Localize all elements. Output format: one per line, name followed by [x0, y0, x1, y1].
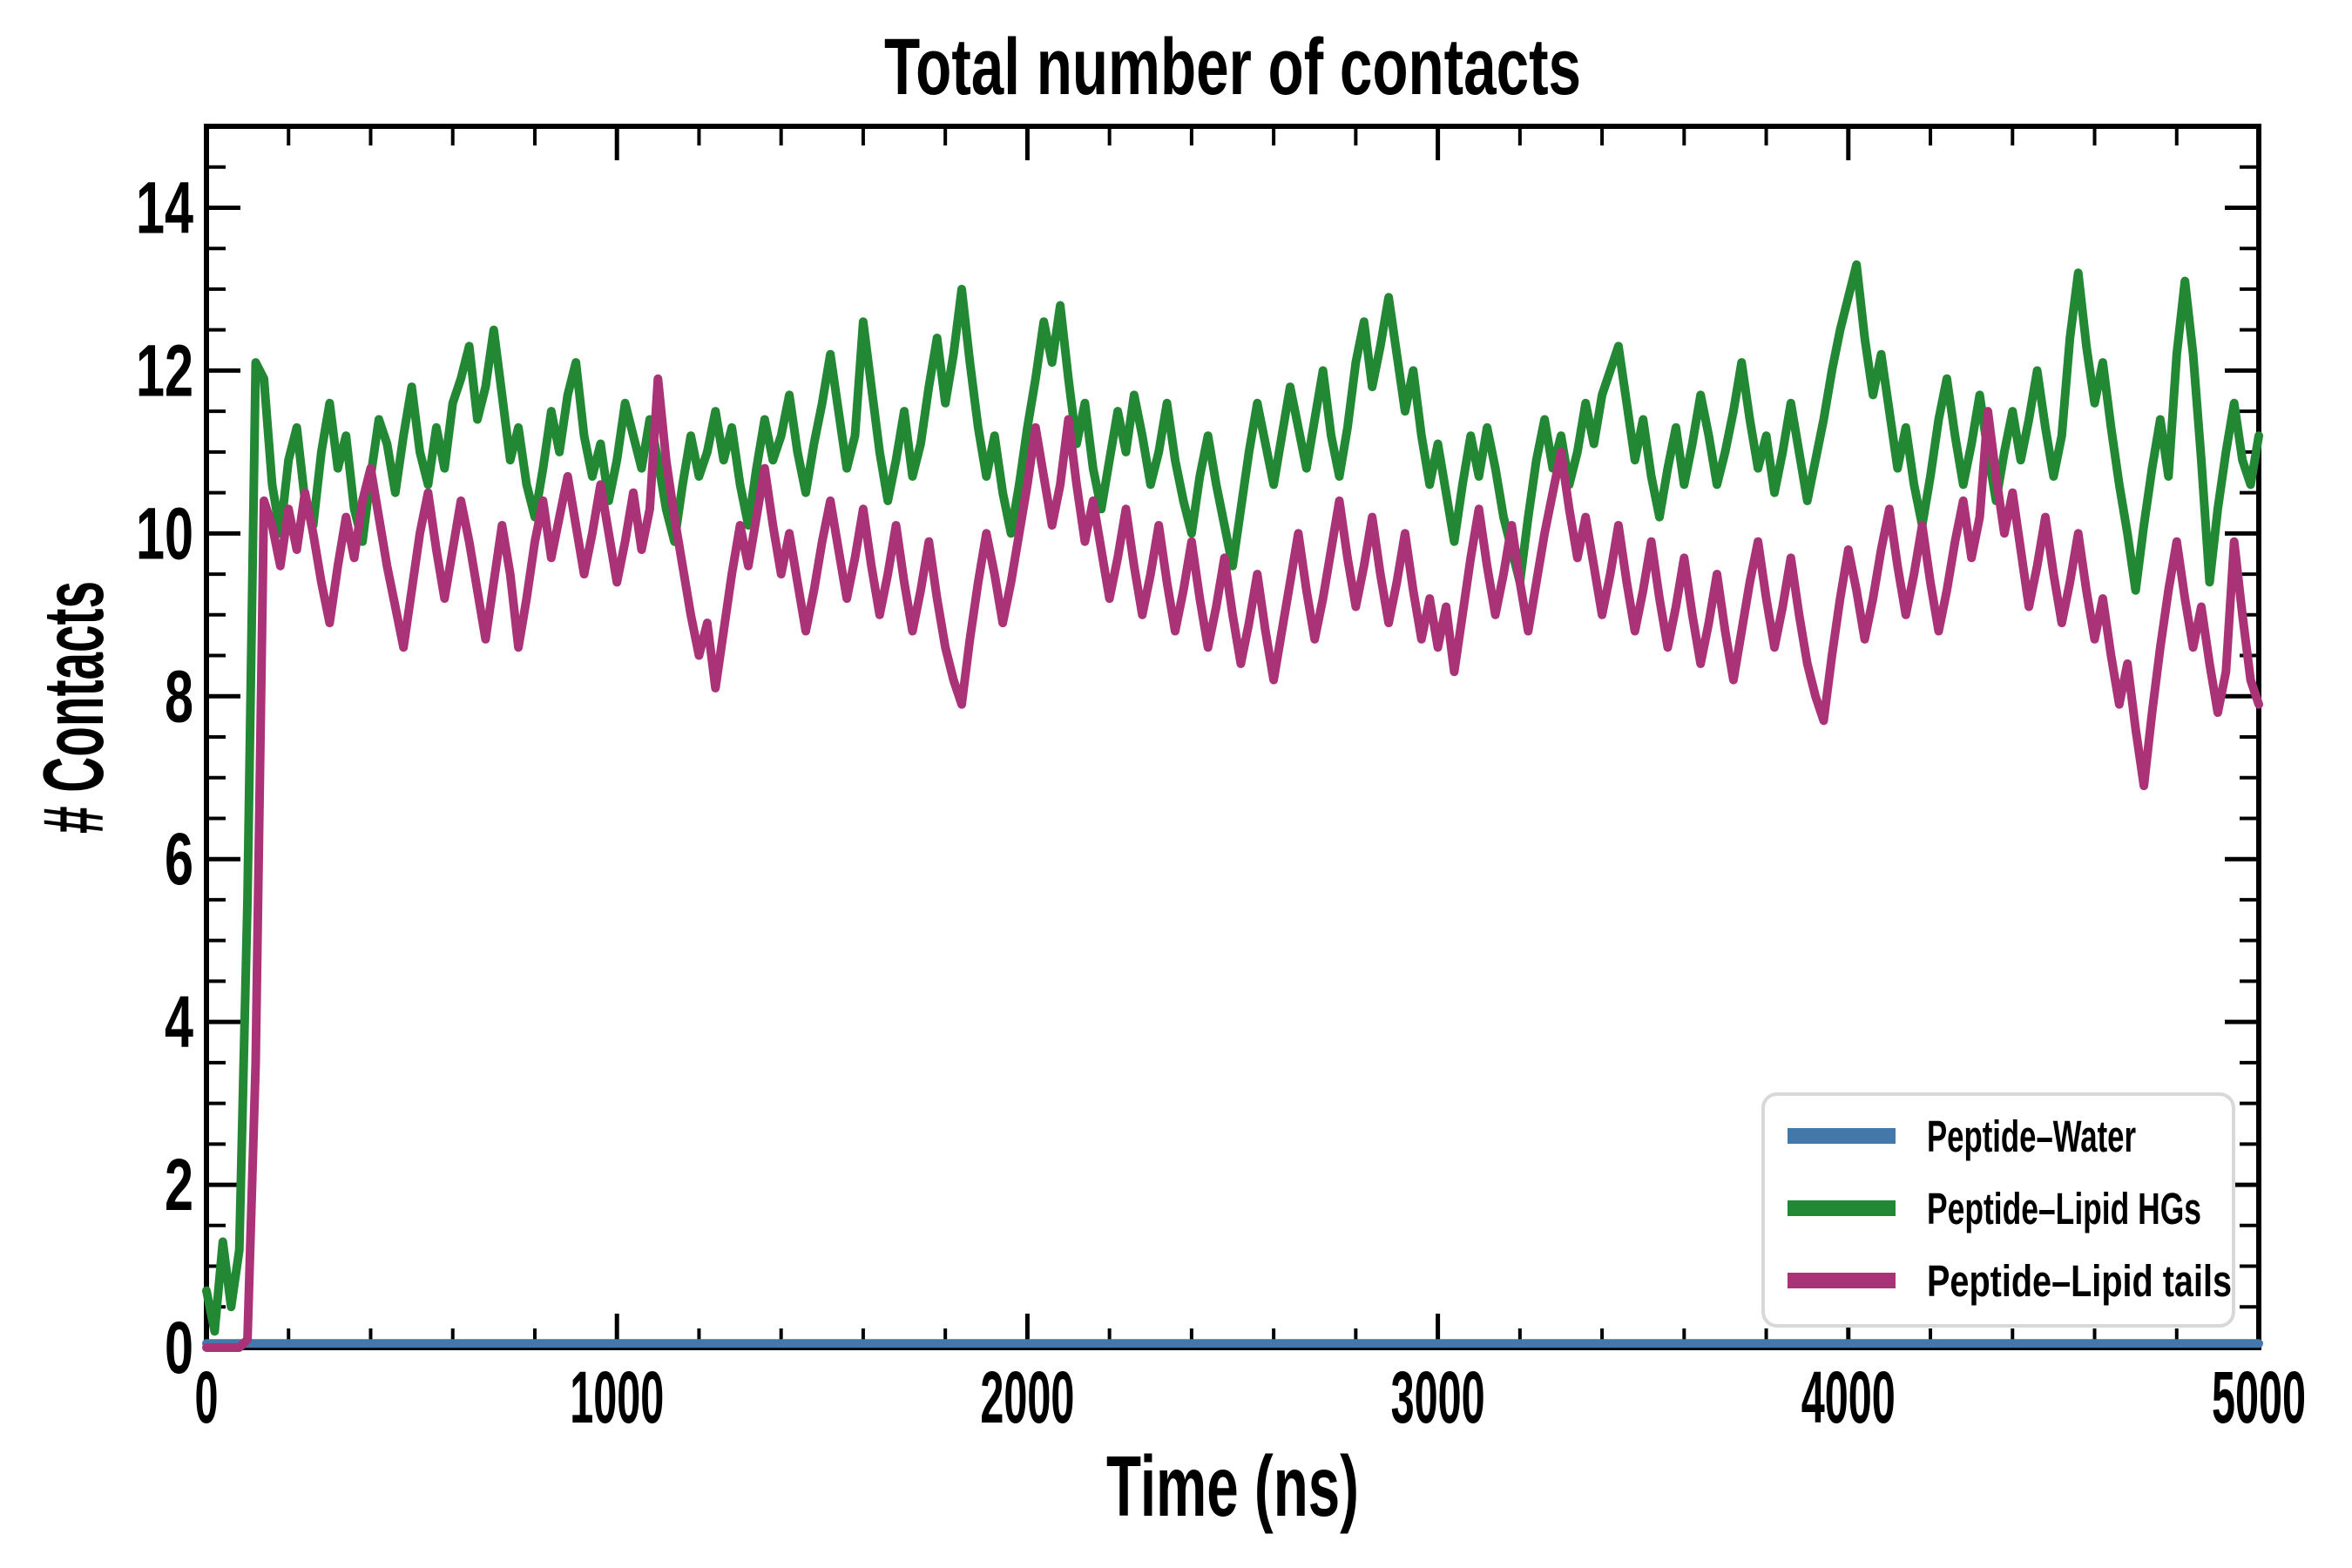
legend-box	[1761, 1092, 2235, 1328]
y-tick-label: 8	[165, 655, 193, 737]
y-tick-label: 0	[165, 1307, 193, 1389]
x-tick-label: 0	[195, 1356, 219, 1438]
x-tick-label: 4000	[1801, 1356, 1896, 1438]
x-tick-labels: 0 1000 2000 3000 4000 5000	[195, 1356, 2307, 1438]
tick-marks-layer	[204, 129, 2261, 1350]
x-tick-label: 3000	[1391, 1356, 1485, 1438]
x-tick-label: 2000	[980, 1356, 1074, 1438]
y-tick-label: 2	[165, 1144, 193, 1226]
x-axis-label: Time (ns)	[1106, 1438, 1359, 1534]
legend: Peptide–Water Peptide–Lipid HGs Peptide–…	[1761, 1092, 2235, 1328]
legend-label-peptide-lipid-hgs: Peptide–Lipid HGs	[1927, 1184, 2201, 1233]
y-tick-label: 4	[165, 981, 193, 1063]
y-tick-label: 14	[136, 166, 193, 248]
y-tick-labels: 0 2 4 6 8 10 12 14	[136, 166, 193, 1389]
y-axis-label: # Contacts	[25, 581, 121, 834]
y-tick-label: 6	[165, 818, 193, 900]
legend-label-peptide-lipid-tails: Peptide–Lipid tails	[1927, 1256, 2232, 1306]
x-tick-label: 5000	[2212, 1356, 2306, 1438]
y-tick-label: 12	[136, 329, 193, 411]
series-line-peptide-lipid-tails	[202, 374, 2263, 1352]
x-tick-label: 1000	[570, 1356, 664, 1438]
plot-title: Total number of contacts	[884, 23, 1581, 112]
y-tick-label: 10	[136, 492, 193, 574]
series-line-peptide-lipid-hgs	[202, 260, 2263, 1336]
legend-label-peptide-water: Peptide–Water	[1927, 1112, 2136, 1161]
